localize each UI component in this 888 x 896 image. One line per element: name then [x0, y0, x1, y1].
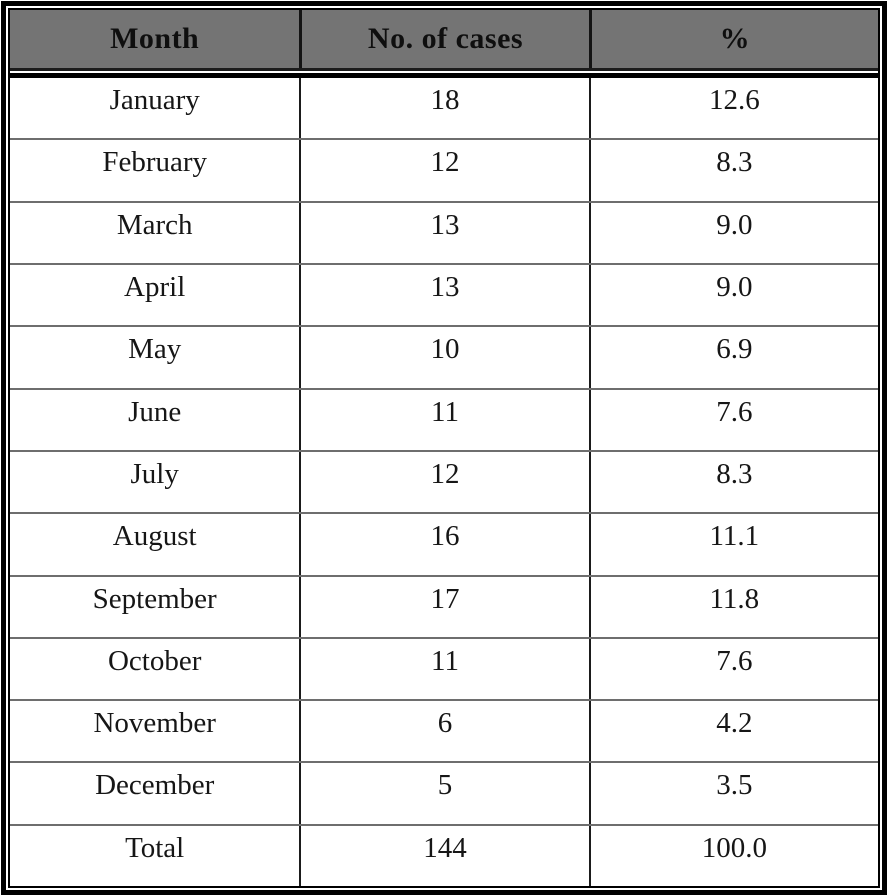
- cell-percent: 8.3: [588, 140, 878, 201]
- column-header-month: Month: [110, 22, 200, 55]
- table-body: January 18 12.6 February 12 8.3 March 13 9.0 Apri…: [10, 78, 878, 887]
- cell-cases: 11: [299, 389, 588, 450]
- cell-cases: 13: [299, 264, 588, 326]
- cell-percent: 12.6: [588, 78, 878, 139]
- cell-percent: 8.3: [588, 451, 878, 513]
- table-row: July 12 8.3: [10, 449, 878, 513]
- cell-percent: 7.6: [588, 389, 878, 450]
- table-row-total: Total 144 100.0: [10, 823, 878, 887]
- column-header-no-of-cases: No. of cases: [299, 10, 588, 68]
- table-row: October 11 7.6: [10, 636, 878, 700]
- cell-month: June: [128, 395, 182, 428]
- table-row: August 16 11.1: [10, 512, 878, 575]
- cell-cases: 16: [299, 514, 588, 575]
- table-row: March 13 9.0: [10, 200, 878, 263]
- cell-percent: 9.0: [588, 202, 878, 263]
- cell-cases: 13: [299, 202, 588, 263]
- cell-month: July: [130, 457, 179, 490]
- cell-month: September: [92, 582, 217, 615]
- cell-month: March: [116, 208, 193, 241]
- cell-cases: 5: [299, 763, 588, 824]
- cell-percent: 100.0: [588, 825, 878, 887]
- cell-percent: 4.2: [588, 701, 878, 762]
- cell-cases: 144: [299, 825, 588, 887]
- header-body-divider: [10, 73, 878, 78]
- cell-cases: 10: [299, 327, 588, 388]
- cell-month: January: [109, 84, 200, 116]
- cell-cases: 18: [299, 78, 588, 139]
- header-divider-gap: [10, 71, 878, 73]
- cell-month: August: [112, 520, 197, 553]
- cell-month: April: [124, 270, 186, 303]
- cell-percent: 7.6: [588, 638, 878, 700]
- cell-month: Total: [125, 831, 185, 864]
- cell-month: October: [107, 644, 202, 677]
- cell-cases: 11: [299, 638, 588, 700]
- table-row: May 10 6.9: [10, 325, 878, 388]
- cell-percent: 9.0: [588, 264, 878, 326]
- cell-percent: 11.8: [588, 576, 878, 637]
- table-row: February 12 8.3: [10, 138, 878, 201]
- column-header-percent: %: [588, 10, 878, 68]
- monthly-cases-table: Month No. of cases % January 18 12.6 Februa…: [8, 8, 880, 888]
- table-row: January 18 12.6: [10, 78, 878, 139]
- cell-month: February: [102, 146, 207, 179]
- table-row: September 17 11.8: [10, 574, 878, 637]
- table-row: June 11 7.6: [10, 387, 878, 450]
- table-row: November 6 4.2: [10, 699, 878, 762]
- cell-cases: 17: [299, 576, 588, 637]
- table-row: December 5 3.5: [10, 761, 878, 824]
- cell-month: May: [128, 333, 182, 366]
- cell-cases: 12: [299, 451, 588, 513]
- cell-month: December: [95, 769, 215, 802]
- cell-cases: 6: [299, 701, 588, 762]
- cell-percent: 3.5: [588, 763, 878, 824]
- table-header-row: Month No. of cases %: [10, 10, 878, 71]
- cell-month: November: [93, 707, 216, 740]
- cell-percent: 6.9: [588, 327, 878, 388]
- table-row: April 13 9.0: [10, 262, 878, 326]
- cell-percent: 11.1: [588, 514, 878, 575]
- cell-cases: 12: [299, 140, 588, 201]
